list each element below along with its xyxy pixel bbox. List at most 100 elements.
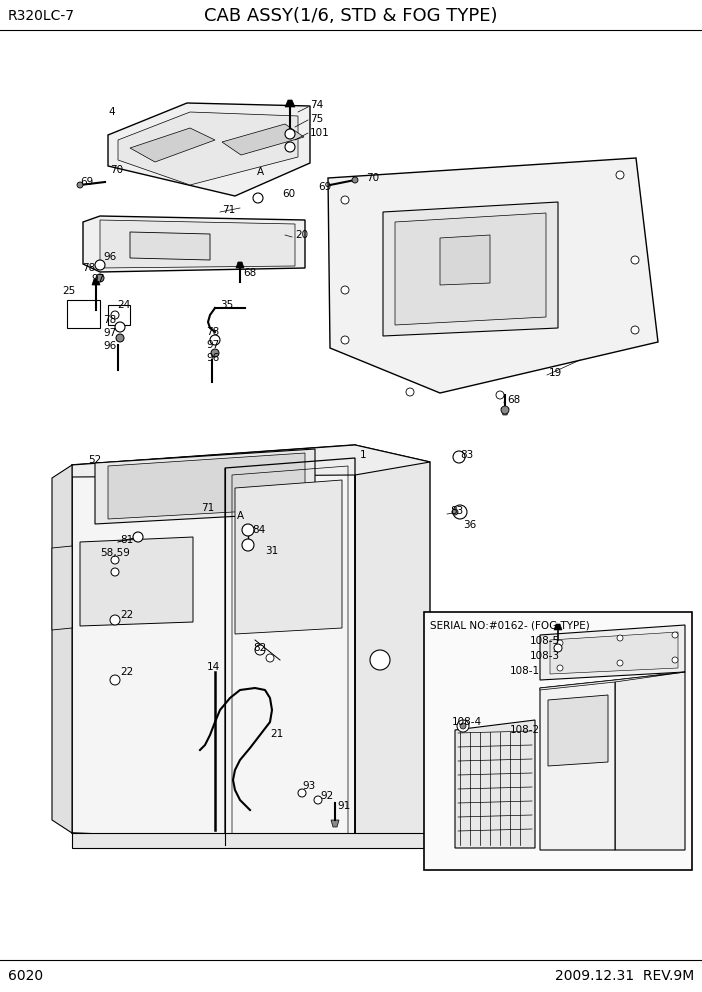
Circle shape xyxy=(115,322,125,332)
Polygon shape xyxy=(615,672,685,850)
Circle shape xyxy=(314,796,322,804)
Text: A: A xyxy=(257,167,264,177)
Polygon shape xyxy=(235,480,342,634)
Circle shape xyxy=(96,274,104,282)
Circle shape xyxy=(557,640,563,646)
Text: 24: 24 xyxy=(117,300,131,310)
Polygon shape xyxy=(100,220,295,268)
Polygon shape xyxy=(554,624,562,630)
Circle shape xyxy=(341,196,349,204)
Text: 58,59: 58,59 xyxy=(100,548,130,558)
Circle shape xyxy=(457,720,469,732)
Text: 108-5: 108-5 xyxy=(530,636,560,646)
Text: 22: 22 xyxy=(120,667,133,677)
Circle shape xyxy=(617,635,623,641)
Circle shape xyxy=(617,660,623,666)
Circle shape xyxy=(110,675,120,685)
Text: 78: 78 xyxy=(103,315,117,325)
Text: 14: 14 xyxy=(207,662,220,672)
Polygon shape xyxy=(72,833,430,848)
Polygon shape xyxy=(331,820,339,827)
Polygon shape xyxy=(108,103,310,196)
Text: 97: 97 xyxy=(91,274,105,284)
Circle shape xyxy=(452,509,458,515)
Circle shape xyxy=(453,505,467,519)
Polygon shape xyxy=(548,695,608,766)
Text: 4: 4 xyxy=(108,107,114,117)
Text: 69: 69 xyxy=(80,177,93,187)
Polygon shape xyxy=(130,232,210,260)
Circle shape xyxy=(253,193,263,203)
Text: 36: 36 xyxy=(463,520,476,530)
Text: 93: 93 xyxy=(302,781,315,791)
Text: SERIAL NO:#0162- (FOG TYPE): SERIAL NO:#0162- (FOG TYPE) xyxy=(430,621,590,631)
Text: 78: 78 xyxy=(206,327,219,337)
Text: 97: 97 xyxy=(103,328,117,338)
Text: 71: 71 xyxy=(222,205,235,215)
Circle shape xyxy=(266,654,274,662)
Text: 78: 78 xyxy=(82,263,95,273)
Polygon shape xyxy=(130,128,215,162)
Text: 74: 74 xyxy=(310,100,323,110)
Polygon shape xyxy=(118,112,298,185)
Polygon shape xyxy=(540,625,685,680)
Polygon shape xyxy=(52,465,72,833)
Text: 92: 92 xyxy=(320,791,333,801)
Circle shape xyxy=(285,129,295,139)
Text: 108-3: 108-3 xyxy=(530,651,560,661)
Circle shape xyxy=(557,665,563,671)
Text: 22: 22 xyxy=(120,610,133,620)
Text: 68: 68 xyxy=(507,395,520,405)
Text: 96: 96 xyxy=(206,353,219,363)
Text: 108-2: 108-2 xyxy=(510,725,540,735)
Polygon shape xyxy=(92,279,100,285)
Circle shape xyxy=(298,789,306,797)
Polygon shape xyxy=(72,445,430,477)
Polygon shape xyxy=(236,262,244,268)
Text: 101: 101 xyxy=(310,128,330,138)
Polygon shape xyxy=(550,632,678,674)
Text: 84: 84 xyxy=(252,525,265,535)
Circle shape xyxy=(242,524,254,536)
Polygon shape xyxy=(355,445,430,845)
Circle shape xyxy=(116,334,124,342)
Polygon shape xyxy=(455,720,535,848)
Text: 70: 70 xyxy=(110,165,123,175)
Circle shape xyxy=(554,644,562,652)
Polygon shape xyxy=(540,672,685,690)
Polygon shape xyxy=(440,235,490,285)
Text: 82: 82 xyxy=(253,643,266,653)
Polygon shape xyxy=(222,124,304,155)
Polygon shape xyxy=(383,202,558,336)
Text: 81: 81 xyxy=(120,535,133,545)
Text: 96: 96 xyxy=(103,252,117,262)
Polygon shape xyxy=(285,100,295,107)
Text: 1: 1 xyxy=(360,450,366,460)
Text: 70: 70 xyxy=(366,173,379,183)
Circle shape xyxy=(501,406,509,414)
Circle shape xyxy=(242,539,254,551)
Circle shape xyxy=(496,391,504,399)
Polygon shape xyxy=(395,213,546,325)
Text: 91: 91 xyxy=(337,801,350,811)
Bar xyxy=(424,612,692,870)
Text: 68: 68 xyxy=(243,268,256,278)
Circle shape xyxy=(341,286,349,294)
Polygon shape xyxy=(83,216,305,272)
Polygon shape xyxy=(108,453,305,519)
Text: 60: 60 xyxy=(282,189,295,199)
Circle shape xyxy=(616,171,624,179)
Text: 71: 71 xyxy=(201,503,214,513)
Text: 52: 52 xyxy=(88,455,101,465)
Text: A: A xyxy=(237,511,244,521)
Text: 96: 96 xyxy=(103,341,117,351)
Text: 108-4: 108-4 xyxy=(452,717,482,727)
Circle shape xyxy=(211,349,219,357)
Circle shape xyxy=(341,336,349,344)
Text: 2009.12.31  REV.9M: 2009.12.31 REV.9M xyxy=(555,969,694,983)
Circle shape xyxy=(95,260,105,270)
Polygon shape xyxy=(108,305,130,325)
Text: R320LC-7: R320LC-7 xyxy=(8,9,75,23)
Text: 19: 19 xyxy=(549,368,562,378)
Text: 21: 21 xyxy=(270,729,283,739)
